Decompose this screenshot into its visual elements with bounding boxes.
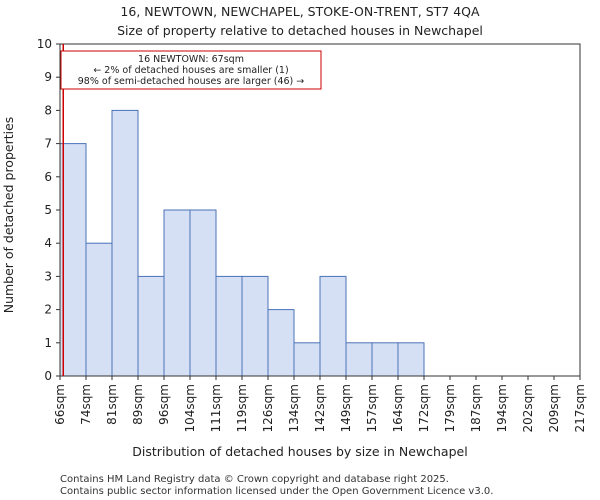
- plot-frame: [59, 43, 581, 377]
- x-tick-label: 149sqm: [339, 384, 353, 432]
- y-axis-ticks: 0 1 2 3 4 5 6 7 8 9 10: [37, 37, 60, 383]
- y-axis-label: Number of detached properties: [1, 117, 16, 314]
- bar-74sqm: [85, 242, 113, 377]
- annotation-line2: ← 2% of detached houses are smaller (1): [93, 65, 288, 76]
- bar-104sqm: [189, 209, 217, 377]
- footer-line1: Contains HM Land Registry data © Crown c…: [60, 474, 449, 485]
- bar-134sqm: [293, 342, 321, 377]
- chart-subtitle: Size of property relative to detached ho…: [117, 23, 483, 38]
- bar-119sqm: [241, 275, 269, 377]
- y-tick-label: 0: [44, 369, 52, 383]
- x-tick-label: 96sqm: [157, 384, 171, 425]
- bar-164sqm: [397, 342, 425, 377]
- bar-96sqm: [163, 209, 191, 377]
- x-tick-label: 187sqm: [469, 384, 483, 432]
- y-tick-label: 6: [44, 170, 52, 184]
- x-tick-label: 172sqm: [417, 384, 431, 432]
- y-tick-label: 3: [44, 269, 52, 283]
- y-tick-label: 4: [44, 236, 52, 250]
- annotation-line1: 16 NEWTOWN: 67sqm: [138, 54, 244, 65]
- annotation-frame: [60, 50, 322, 90]
- y-tick-label: 5: [44, 203, 52, 217]
- x-tick-label: 157sqm: [365, 384, 379, 432]
- x-tick-label: 202sqm: [521, 384, 535, 432]
- x-tick-label: 209sqm: [547, 384, 561, 432]
- x-tick-label: 134sqm: [287, 384, 301, 432]
- annotation-line3: 98% of semi-detached houses are larger (…: [78, 76, 305, 87]
- y-tick-label: 7: [44, 137, 52, 151]
- x-tick-label: 104sqm: [183, 384, 197, 432]
- bar-149sqm: [345, 342, 373, 377]
- footer-line2: Contains public sector information licen…: [60, 486, 493, 497]
- x-tick-label: 142sqm: [313, 384, 327, 432]
- bar-81sqm: [111, 109, 139, 377]
- x-tick-label: 81sqm: [105, 384, 119, 425]
- bar-142sqm: [319, 275, 347, 377]
- bar-111sqm: [215, 275, 243, 377]
- y-tick-label: 8: [44, 103, 52, 117]
- annotation-box: 16 NEWTOWN: 67sqm ← 2% of detached house…: [60, 50, 322, 90]
- y-tick-label: 1: [44, 336, 52, 350]
- y-tick-label: 9: [44, 70, 52, 84]
- x-tick-label: 89sqm: [131, 384, 145, 425]
- chart-title: 16, NEWTOWN, NEWCHAPEL, STOKE-ON-TRENT, …: [120, 4, 480, 19]
- bars-group: [59, 109, 425, 377]
- bar-66sqm: [59, 143, 87, 377]
- y-tick-label: 2: [44, 303, 52, 317]
- x-tick-label: 119sqm: [235, 384, 249, 432]
- x-axis-label: Distribution of detached houses by size …: [132, 444, 467, 459]
- bar-157sqm: [371, 342, 399, 377]
- x-tick-label: 66sqm: [53, 384, 67, 425]
- y-tick-label: 10: [37, 37, 52, 51]
- x-tick-label: 217sqm: [573, 384, 587, 432]
- x-tick-label: 179sqm: [443, 384, 457, 432]
- x-tick-label: 74sqm: [79, 384, 93, 425]
- x-axis-ticks: 66sqm 74sqm 81sqm 89sqm 96sqm 104sqm 111sqm 119…: [53, 376, 587, 432]
- bar-89sqm: [137, 275, 165, 377]
- x-tick-label: 111sqm: [209, 384, 223, 432]
- x-tick-label: 194sqm: [495, 384, 509, 432]
- bar-126sqm: [267, 309, 295, 377]
- x-tick-label: 164sqm: [391, 384, 405, 432]
- x-tick-label: 126sqm: [261, 384, 275, 432]
